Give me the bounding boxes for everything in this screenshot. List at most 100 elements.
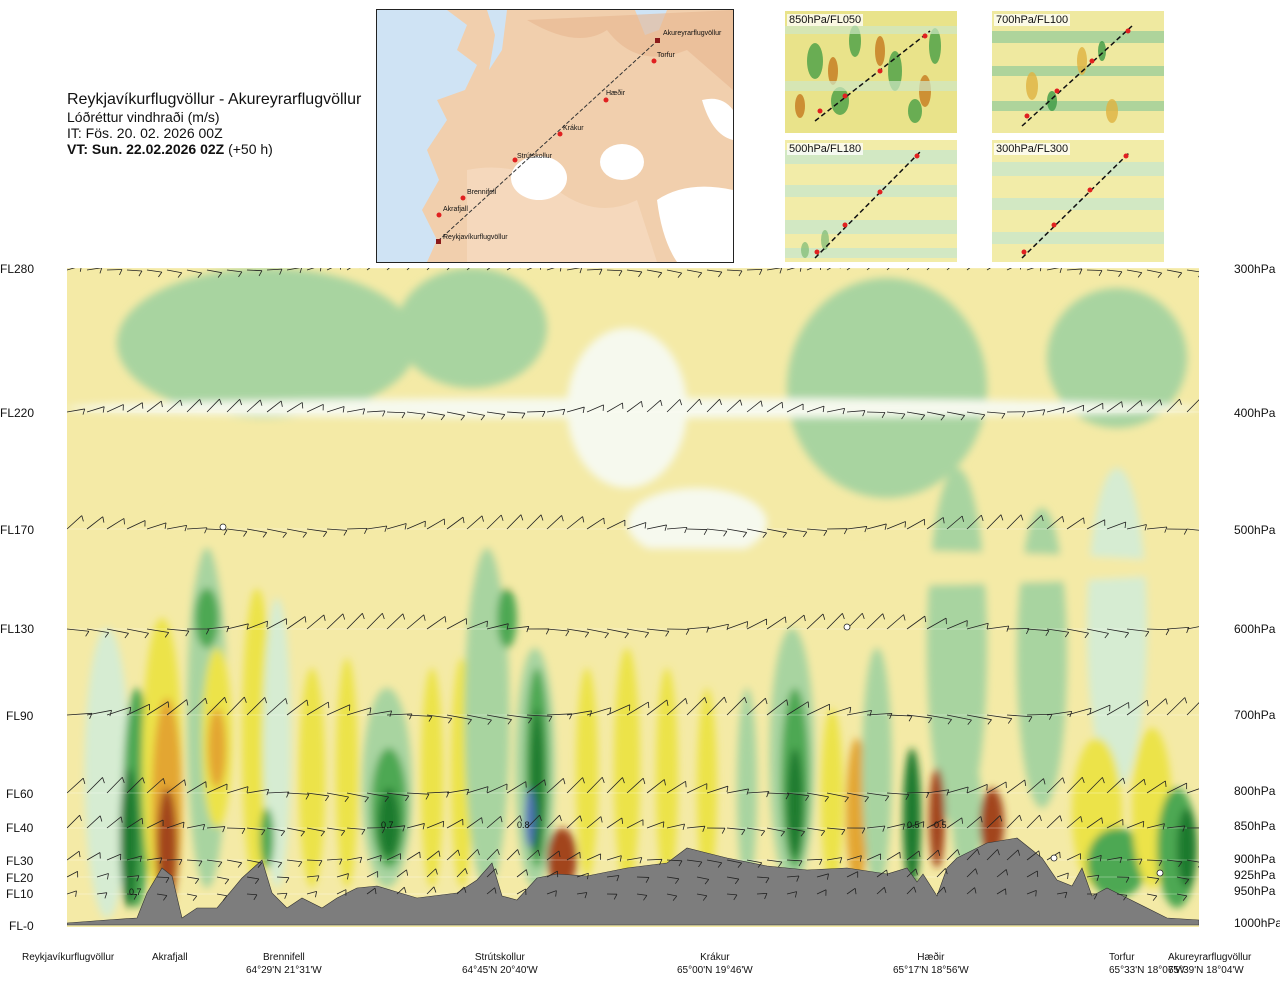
wind-barb [1146,876,1159,880]
thumbnail-700hpa[interactable]: 700hPa/FL100 [992,11,1164,133]
wind-barb [1146,859,1163,861]
field-cell [497,588,517,648]
wind-barb [666,526,687,530]
wind-barb [686,398,700,413]
wind-barb-feather [99,815,103,822]
wind-barb [966,816,982,829]
wind-barb [1126,858,1142,861]
wind-barb-feather [555,890,557,897]
hpa-label: 800hPa [1234,784,1276,798]
wind-barb [486,815,501,829]
wind-barb [1126,628,1149,632]
wind-barb-feather [849,707,852,714]
wind-barb-feather [402,613,406,620]
wind-barb-feather [1139,858,1143,865]
wind-barb-feather [986,623,989,630]
wind-barb-feather [144,633,149,639]
wind-barb [666,698,686,716]
wind-barb [226,696,245,716]
wind-barb [546,713,572,716]
wind-barb-feather [1041,515,1044,522]
hpa-label: 1000hPa [1234,916,1280,930]
wind-barb [686,859,702,863]
wind-barb [246,859,262,864]
wind-barb [906,850,920,861]
wind-barb-feather [822,613,826,620]
wind-barb-feather [1164,526,1168,533]
wind-barb-feather [481,515,484,522]
wind-barb [506,781,527,794]
wind-barb [446,516,464,530]
wind-barb [966,868,976,878]
wind-barb [106,706,131,716]
thumbnail-500hpa[interactable]: 500hPa/FL180 [785,140,957,262]
wind-barb-feather [342,406,345,413]
wind-barb [106,628,129,634]
wind-barb [426,518,445,530]
wind-barb [126,875,139,878]
wind-barb [1106,269,1122,273]
wind-barb-feather [520,514,524,521]
wind-barb-feather [184,779,187,786]
fl-label: FL280 [0,262,35,276]
wind-barb-feather [563,778,566,785]
wind-barb [526,514,542,530]
thumbnail-850hpa[interactable]: 850hPa/FL050 [785,11,957,133]
wind-barb-feather [782,532,787,538]
wind-barb-feather [364,797,369,803]
wind-barb [286,266,302,271]
wind-barb-feather [419,851,421,859]
thumbnail-label: 500hPa/FL180 [787,143,864,155]
wind-barb [986,781,1007,794]
wind-barb [546,778,564,794]
wind-barb [346,613,363,630]
wind-barb-feather [794,891,798,898]
wind-barb-feather [107,873,109,880]
wind-barb [646,524,667,530]
wind-barb-feather [342,613,346,620]
wind-barb [106,269,123,271]
wind-barb [806,613,824,630]
wind-barb [946,817,963,829]
wind-barb-feather [241,828,246,834]
hpa-label: 500hPa [1234,523,1276,537]
wind-barb-feather [1049,714,1053,720]
wind-barb-feather [657,272,663,278]
wind-barb [426,850,440,861]
fl-label: FL220 [0,406,35,420]
wind-barb-feather [807,701,810,708]
wind-barb-feather [1081,777,1085,784]
wind-barb [526,849,539,861]
wind-barb [1106,819,1123,829]
wind-barb-feather [703,529,708,536]
wind-barb-feather [1159,399,1163,406]
wind-barb [86,406,105,413]
wind-barb [906,886,915,895]
wind-barb [466,515,483,530]
field-band [167,488,467,548]
wind-barb [1166,398,1180,413]
wind-barb-feather [381,827,386,834]
wind-barb [626,819,644,829]
wind-barb [426,886,435,895]
wind-barb [366,525,387,530]
wind-barb [446,849,459,861]
wind-barb-feather [699,398,702,405]
wind-barb [646,779,665,794]
wind-barb [726,399,741,413]
wind-barb-feather [403,887,407,894]
wind-barb-feather [819,859,823,865]
wind-barb-feather [285,877,290,884]
wind-barb-feather [197,272,203,278]
wind-barb-feather [582,406,585,414]
wind-barb-feather [645,877,650,883]
value-annotation: 0.5 [907,820,920,830]
wind-barb [466,817,482,829]
value-annotation: -0.5 [931,820,947,830]
wind-barb [826,827,845,831]
wind-barb-feather [340,830,346,836]
thumbnail-300hpa[interactable]: 300hPa/FL300 [992,140,1164,262]
wind-barb-feather [706,626,710,633]
wind-barb [566,516,583,530]
wind-barb-feather [1184,697,1188,704]
